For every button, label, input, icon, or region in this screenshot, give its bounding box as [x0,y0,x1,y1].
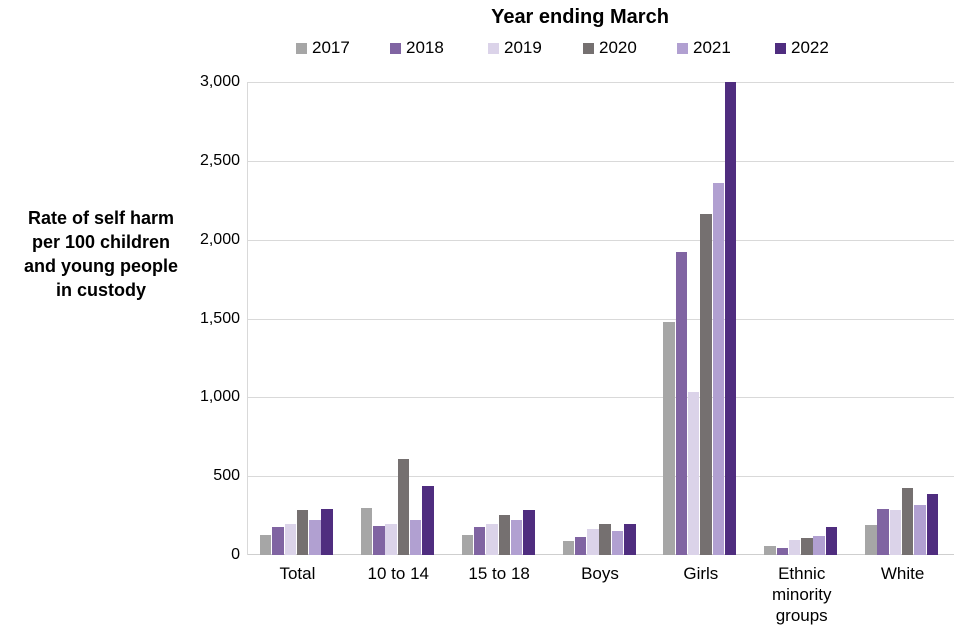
x-category-label-ethnic-minority-groups: Ethnic minority groups [771,564,832,625]
bar-boys-2018 [574,536,587,555]
y-tick-label: 0 [231,546,240,563]
legend-swatch-2021 [677,42,688,54]
legend-item-2020: 2020 [583,38,637,58]
bar-boys-2017 [562,540,574,555]
bar-white-2022 [926,494,939,555]
bar-total-2022 [321,509,333,555]
bar-ethnic-minority-groups-2019 [788,540,801,555]
bar-white-2021 [914,504,926,555]
bar-boys-2020 [599,523,611,555]
chart-title: Year ending March [491,6,669,28]
bar-10-to-14-2017 [360,507,373,555]
legend-label: 2017 [312,38,350,57]
bar-white-2018 [877,509,889,555]
gridline [248,318,954,320]
chart-legend: 2017 2018 2019 2020 2021 2022 [0,0,960,60]
legend-item-2021: 2021 [677,38,731,58]
bar-ethnic-minority-groups-2020 [801,537,813,555]
bar-15-to-18-2019 [486,524,498,555]
bar-girls-2019 [687,391,700,555]
bar-10-to-14-2018 [373,525,385,555]
y-tick-label: 3,000 [199,73,240,90]
bar-boys-2022 [624,524,636,555]
y-tick-label: 2,500 [199,151,240,169]
bar-10-to-14-2022 [422,485,434,555]
bar-white-2017 [865,525,877,555]
legend-swatch-2017 [296,42,307,54]
legend-label: 2019 [504,38,542,57]
legend-item-2022: 2022 [775,38,829,58]
legend-item-2018: 2018 [390,38,444,58]
y-tick-label: 1,500 [199,309,240,327]
bar-ethnic-minority-groups-2017 [764,545,776,555]
bar-total-2017 [259,534,272,555]
bar-girls-2020 [700,214,712,555]
bar-girls-2017 [663,321,675,555]
bar-15-to-18-2018 [473,527,486,555]
bar-boys-2019 [587,529,599,555]
legend-label: 2020 [599,38,637,57]
bar-total-2020 [296,510,309,555]
bar-ethnic-minority-groups-2021 [813,536,825,555]
legend-swatch-2020 [583,42,594,54]
bar-15-to-18-2020 [498,514,511,555]
bar-10-to-14-2019 [385,523,397,555]
y-tick-label: 1,000 [199,388,240,406]
bar-10-to-14-2020 [397,458,410,555]
bar-total-2021 [309,519,321,555]
bar-total-2018 [272,526,284,555]
legend-swatch-2018 [390,42,401,54]
bar-white-2019 [889,510,902,555]
gridline [248,160,954,162]
bar-white-2020 [901,488,914,555]
bar-boys-2021 [611,531,624,555]
y-tick-label: 500 [213,467,240,485]
bar-ethnic-minority-groups-2022 [825,526,838,555]
y-tick-label: 2,000 [199,230,240,248]
legend-swatch-2019 [488,42,499,54]
x-category-label-15-to-18: 15 to 18 [468,564,530,583]
bar-girls-2022 [724,82,737,555]
plot-area [247,82,954,555]
legend-label: 2021 [693,38,731,57]
legend-label: 2018 [406,38,444,57]
x-category-label-10-to-14: 10 to 14 [367,564,429,583]
gridline [248,239,954,241]
x-category-label-boys: Boys [581,564,619,583]
bar-15-to-18-2021 [510,520,523,555]
legend-swatch-2022 [775,42,786,54]
bar-girls-2021 [712,182,725,555]
gridline [248,82,954,83]
x-category-label-white: White [880,564,925,583]
legend-item-2019: 2019 [488,38,542,58]
bar-15-to-18-2022 [523,510,535,555]
x-category-label-girls: Girls [683,564,719,583]
gridline [248,397,954,399]
bar-ethnic-minority-groups-2018 [776,547,788,555]
bar-total-2019 [284,524,297,555]
bar-10-to-14-2021 [409,520,422,555]
y-axis-title: Rate of self harm per 100 children and y… [23,208,178,300]
legend-item-2017: 2017 [296,38,350,58]
legend-label: 2022 [791,38,829,57]
x-category-label-total: Total [279,564,316,583]
bar-girls-2018 [675,251,688,555]
gridline [248,476,954,478]
bar-15-to-18-2017 [461,535,474,555]
